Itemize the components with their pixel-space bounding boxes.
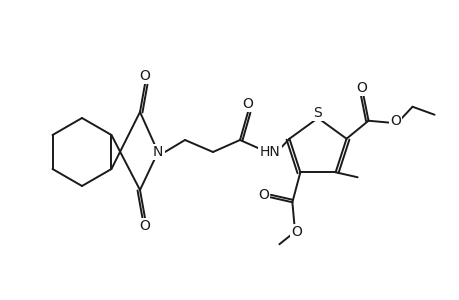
Text: O: O <box>139 219 150 233</box>
Text: O: O <box>139 69 150 83</box>
Text: O: O <box>389 114 400 128</box>
Text: S: S <box>313 106 322 120</box>
Text: N: N <box>152 145 163 159</box>
Text: HN: HN <box>259 145 280 159</box>
Text: O: O <box>257 188 268 202</box>
Text: O: O <box>290 225 301 239</box>
Text: O: O <box>355 81 366 95</box>
Text: O: O <box>242 97 253 111</box>
